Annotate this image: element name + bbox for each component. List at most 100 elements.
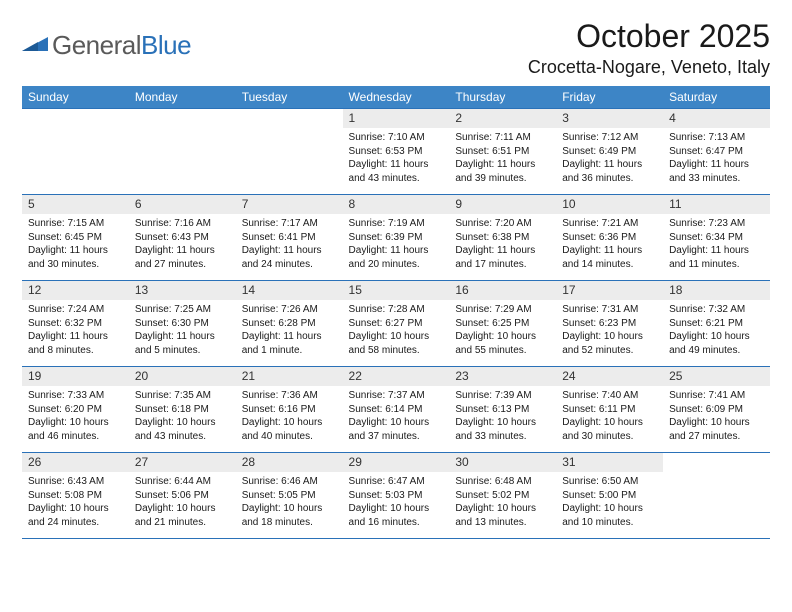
day-details: Sunrise: 7:11 AMSunset: 6:51 PMDaylight:…: [449, 128, 556, 187]
calendar-day-cell: [663, 453, 770, 539]
sunrise-text: Sunrise: 7:10 AM: [349, 131, 444, 145]
sunrise-text: Sunrise: 6:50 AM: [562, 475, 657, 489]
day-details: Sunrise: 6:47 AMSunset: 5:03 PMDaylight:…: [343, 472, 450, 531]
day-number: 1: [343, 109, 450, 128]
calendar-day-cell: [129, 109, 236, 195]
sunset-text: Sunset: 6:30 PM: [135, 317, 230, 331]
daylight-text: Daylight: 10 hours and 55 minutes.: [455, 330, 550, 357]
sunrise-text: Sunrise: 6:46 AM: [242, 475, 337, 489]
day-number: 27: [129, 453, 236, 472]
day-number: 25: [663, 367, 770, 386]
sunrise-text: Sunrise: 7:25 AM: [135, 303, 230, 317]
sunrise-text: Sunrise: 7:41 AM: [669, 389, 764, 403]
day-details: Sunrise: 7:17 AMSunset: 6:41 PMDaylight:…: [236, 214, 343, 273]
daylight-text: Daylight: 10 hours and 24 minutes.: [28, 502, 123, 529]
sunrise-text: Sunrise: 7:29 AM: [455, 303, 550, 317]
daylight-text: Daylight: 11 hours and 11 minutes.: [669, 244, 764, 271]
day-number: 30: [449, 453, 556, 472]
sunset-text: Sunset: 6:16 PM: [242, 403, 337, 417]
sunset-text: Sunset: 6:49 PM: [562, 145, 657, 159]
calendar-day-cell: 7Sunrise: 7:17 AMSunset: 6:41 PMDaylight…: [236, 195, 343, 281]
daylight-text: Daylight: 11 hours and 24 minutes.: [242, 244, 337, 271]
day-number: [236, 109, 343, 128]
daylight-text: Daylight: 10 hours and 43 minutes.: [135, 416, 230, 443]
calendar-day-cell: 12Sunrise: 7:24 AMSunset: 6:32 PMDayligh…: [22, 281, 129, 367]
weekday-header: Friday: [556, 86, 663, 109]
sunrise-text: Sunrise: 7:12 AM: [562, 131, 657, 145]
day-number: 20: [129, 367, 236, 386]
day-details: Sunrise: 7:41 AMSunset: 6:09 PMDaylight:…: [663, 386, 770, 445]
day-details: Sunrise: 7:39 AMSunset: 6:13 PMDaylight:…: [449, 386, 556, 445]
logo-word1: General: [52, 30, 141, 60]
day-details: Sunrise: 7:19 AMSunset: 6:39 PMDaylight:…: [343, 214, 450, 273]
daylight-text: Daylight: 11 hours and 27 minutes.: [135, 244, 230, 271]
calendar-week-row: 26Sunrise: 6:43 AMSunset: 5:08 PMDayligh…: [22, 453, 770, 539]
logo: GeneralBlue: [22, 30, 191, 61]
day-number: 26: [22, 453, 129, 472]
daylight-text: Daylight: 11 hours and 36 minutes.: [562, 158, 657, 185]
calendar-day-cell: 6Sunrise: 7:16 AMSunset: 6:43 PMDaylight…: [129, 195, 236, 281]
sunset-text: Sunset: 6:43 PM: [135, 231, 230, 245]
daylight-text: Daylight: 10 hours and 46 minutes.: [28, 416, 123, 443]
logo-text: GeneralBlue: [52, 30, 191, 61]
sunrise-text: Sunrise: 7:37 AM: [349, 389, 444, 403]
calendar-table: Sunday Monday Tuesday Wednesday Thursday…: [22, 86, 770, 539]
day-details: Sunrise: 7:12 AMSunset: 6:49 PMDaylight:…: [556, 128, 663, 187]
logo-word2: Blue: [141, 30, 191, 60]
day-number: 4: [663, 109, 770, 128]
sunset-text: Sunset: 6:51 PM: [455, 145, 550, 159]
sunset-text: Sunset: 5:05 PM: [242, 489, 337, 503]
day-details: Sunrise: 6:43 AMSunset: 5:08 PMDaylight:…: [22, 472, 129, 531]
daylight-text: Daylight: 11 hours and 20 minutes.: [349, 244, 444, 271]
sunrise-text: Sunrise: 7:39 AM: [455, 389, 550, 403]
weekday-header: Sunday: [22, 86, 129, 109]
sunset-text: Sunset: 6:21 PM: [669, 317, 764, 331]
day-number: 24: [556, 367, 663, 386]
day-details: Sunrise: 7:23 AMSunset: 6:34 PMDaylight:…: [663, 214, 770, 273]
sunset-text: Sunset: 6:09 PM: [669, 403, 764, 417]
sunrise-text: Sunrise: 7:36 AM: [242, 389, 337, 403]
calendar-week-row: 19Sunrise: 7:33 AMSunset: 6:20 PMDayligh…: [22, 367, 770, 453]
header: GeneralBlue October 2025 Crocetta-Nogare…: [22, 18, 770, 78]
sunset-text: Sunset: 5:02 PM: [455, 489, 550, 503]
calendar-day-cell: 18Sunrise: 7:32 AMSunset: 6:21 PMDayligh…: [663, 281, 770, 367]
sunrise-text: Sunrise: 7:23 AM: [669, 217, 764, 231]
sunset-text: Sunset: 6:38 PM: [455, 231, 550, 245]
day-details: Sunrise: 7:32 AMSunset: 6:21 PMDaylight:…: [663, 300, 770, 359]
calendar-day-cell: [236, 109, 343, 195]
sunset-text: Sunset: 6:18 PM: [135, 403, 230, 417]
sunrise-text: Sunrise: 7:33 AM: [28, 389, 123, 403]
daylight-text: Daylight: 10 hours and 18 minutes.: [242, 502, 337, 529]
calendar-day-cell: 11Sunrise: 7:23 AMSunset: 6:34 PMDayligh…: [663, 195, 770, 281]
daylight-text: Daylight: 10 hours and 21 minutes.: [135, 502, 230, 529]
day-details: Sunrise: 7:20 AMSunset: 6:38 PMDaylight:…: [449, 214, 556, 273]
calendar-body: 1Sunrise: 7:10 AMSunset: 6:53 PMDaylight…: [22, 109, 770, 539]
day-details: Sunrise: 7:28 AMSunset: 6:27 PMDaylight:…: [343, 300, 450, 359]
day-details: Sunrise: 7:36 AMSunset: 6:16 PMDaylight:…: [236, 386, 343, 445]
day-details: Sunrise: 7:35 AMSunset: 6:18 PMDaylight:…: [129, 386, 236, 445]
day-details: Sunrise: 7:33 AMSunset: 6:20 PMDaylight:…: [22, 386, 129, 445]
weekday-header: Saturday: [663, 86, 770, 109]
calendar-day-cell: 21Sunrise: 7:36 AMSunset: 6:16 PMDayligh…: [236, 367, 343, 453]
sunset-text: Sunset: 6:23 PM: [562, 317, 657, 331]
day-number: 13: [129, 281, 236, 300]
calendar-day-cell: 9Sunrise: 7:20 AMSunset: 6:38 PMDaylight…: [449, 195, 556, 281]
day-number: 12: [22, 281, 129, 300]
sunset-text: Sunset: 5:03 PM: [349, 489, 444, 503]
day-number: 29: [343, 453, 450, 472]
day-details: Sunrise: 6:46 AMSunset: 5:05 PMDaylight:…: [236, 472, 343, 531]
sunrise-text: Sunrise: 7:40 AM: [562, 389, 657, 403]
sunset-text: Sunset: 6:41 PM: [242, 231, 337, 245]
daylight-text: Daylight: 11 hours and 14 minutes.: [562, 244, 657, 271]
sunset-text: Sunset: 6:32 PM: [28, 317, 123, 331]
calendar-day-cell: 22Sunrise: 7:37 AMSunset: 6:14 PMDayligh…: [343, 367, 450, 453]
sunrise-text: Sunrise: 6:43 AM: [28, 475, 123, 489]
daylight-text: Daylight: 11 hours and 39 minutes.: [455, 158, 550, 185]
logo-icon: [22, 33, 48, 58]
day-number: 2: [449, 109, 556, 128]
day-details: Sunrise: 7:31 AMSunset: 6:23 PMDaylight:…: [556, 300, 663, 359]
sunrise-text: Sunrise: 7:11 AM: [455, 131, 550, 145]
sunrise-text: Sunrise: 7:35 AM: [135, 389, 230, 403]
sunrise-text: Sunrise: 7:26 AM: [242, 303, 337, 317]
sunset-text: Sunset: 5:06 PM: [135, 489, 230, 503]
